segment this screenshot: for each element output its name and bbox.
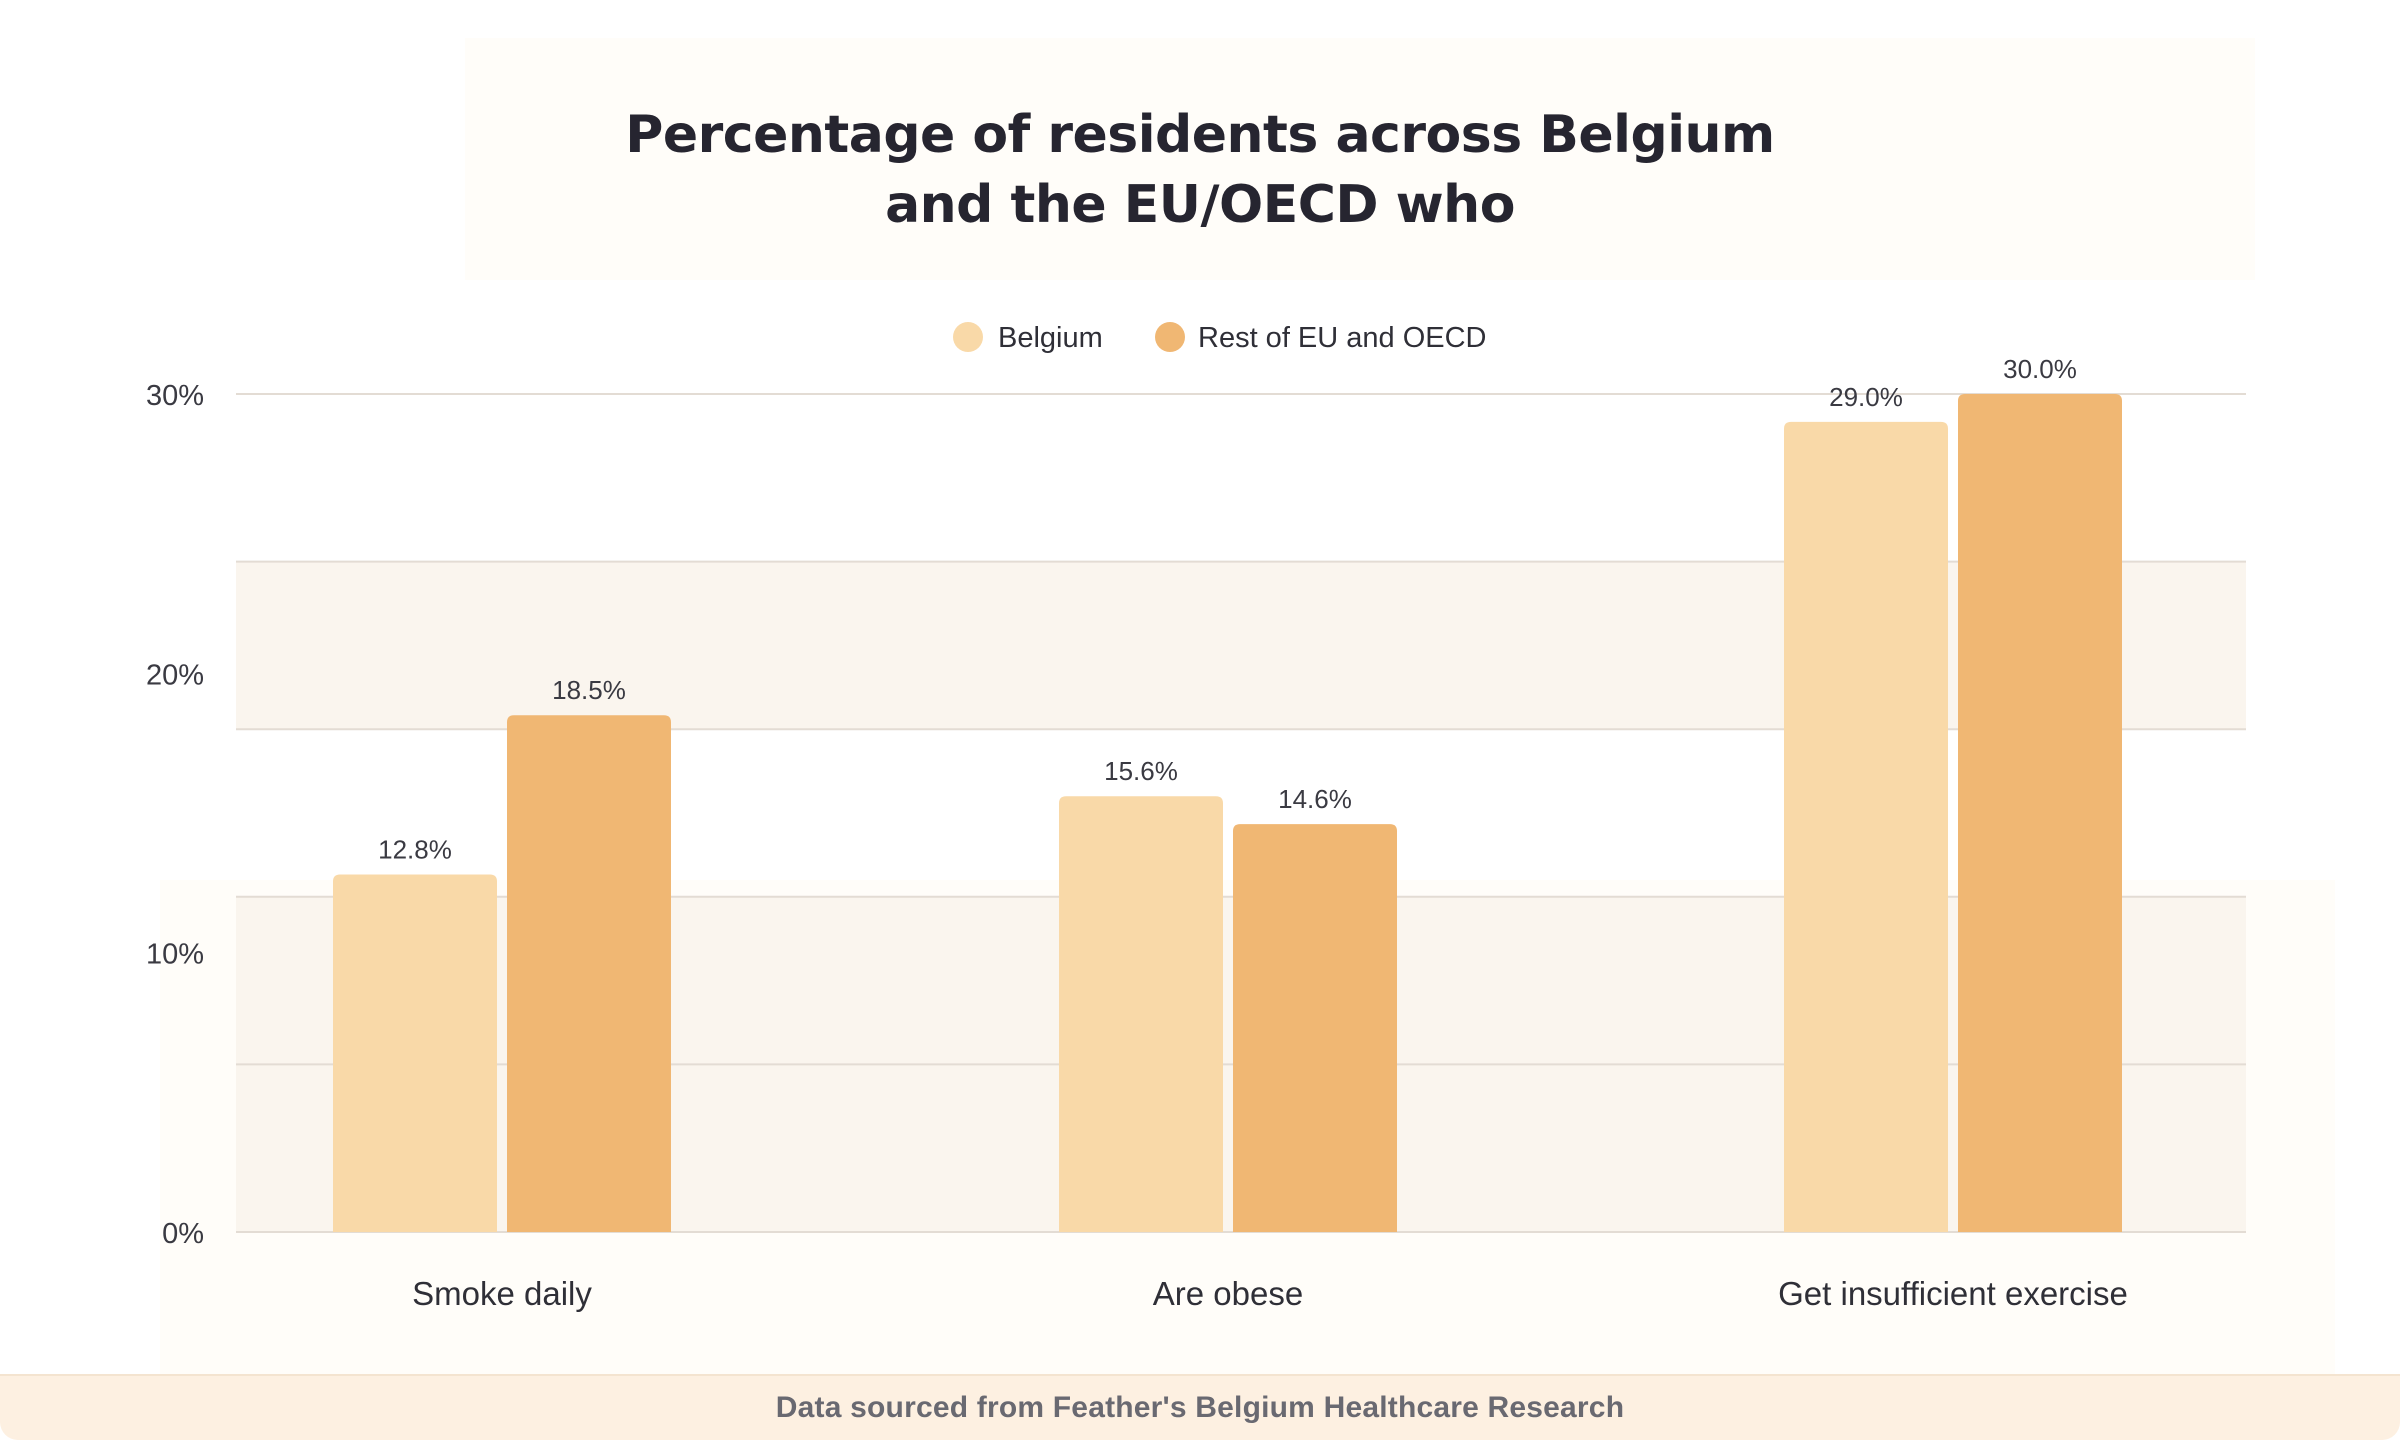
source-note: Data sourced from Feather's Belgium Heal… [775, 1391, 1625, 1424]
legend: Belgium Rest of EU and OECD [953, 322, 1487, 354]
data-label: 29.0% [1829, 382, 1903, 412]
axes: 0% 10% 20% 30% Smoke daily Are obese Get insuf… [146, 380, 2128, 1312]
legend-label: Belgium [998, 322, 1103, 354]
chart-title-line-2: and the EU/OECD who [885, 175, 1515, 235]
x-tick-label: Get insufficient exercise [1778, 1275, 2128, 1312]
bar-chart: 12.8% 18.5% 15.6% 14.6% 29.0% 30.0% 0% 10% 20% 3… [145, 322, 2246, 1312]
data-label: 12.8% [378, 834, 452, 864]
data-label: 30.0% [2003, 354, 2077, 384]
legend-label: Rest of EU and OECD [1198, 322, 1487, 354]
bar [1233, 824, 1397, 1232]
bar [333, 874, 497, 1232]
x-tick-label: Are obese [1153, 1275, 1303, 1312]
bar [507, 715, 671, 1232]
data-label: 14.6% [1278, 784, 1352, 814]
legend-swatch [953, 322, 983, 352]
y-tick-label: 20% [146, 659, 204, 691]
y-tick-label: 0% [162, 1218, 204, 1250]
bars [333, 394, 2122, 1232]
bar [1958, 394, 2122, 1232]
chart-title: Percentage of residents across Belgium a… [465, 100, 1935, 240]
y-tick-label: 10% [146, 939, 204, 971]
data-label: 18.5% [552, 675, 626, 705]
title-panel [465, 38, 2255, 280]
data-label: 15.6% [1104, 756, 1178, 786]
bar [1059, 796, 1223, 1232]
x-tick-label: Smoke daily [412, 1275, 592, 1312]
data-labels: 12.8% 18.5% 15.6% 14.6% 29.0% 30.0% [378, 354, 2077, 864]
y-tick-label: 30% [146, 380, 204, 412]
legend-swatch [1155, 322, 1185, 352]
bar [1784, 421, 1948, 1232]
source-footer: Data sourced from Feather's Belgium Heal… [0, 1374, 2400, 1440]
chart-title-line-1: Percentage of residents across Belgium [625, 105, 1775, 165]
